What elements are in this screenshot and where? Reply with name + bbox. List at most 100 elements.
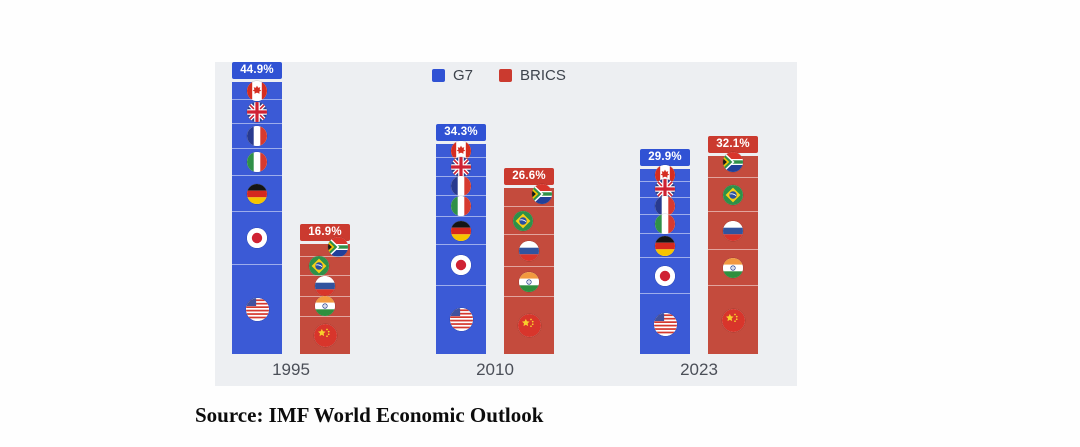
- flag-japan-icon: [655, 265, 675, 286]
- flag-india-icon: [519, 271, 539, 292]
- x-axis-label-2010: 2010: [476, 360, 514, 379]
- g7-legend-swatch-icon: [432, 69, 445, 82]
- flag-russia-icon: [519, 240, 539, 261]
- brics-segment-brazil: [708, 177, 758, 211]
- brics-bar-wrap: 32.1%: [708, 136, 758, 354]
- x-axis-label-2023: 2023: [680, 360, 718, 379]
- flag-uk-icon: [451, 156, 471, 177]
- flag-china-icon: [517, 314, 541, 338]
- flag-india-icon: [315, 296, 335, 317]
- brics-segment-russia: [708, 211, 758, 249]
- flag-russia-icon: [315, 275, 335, 296]
- flag-uk-icon: [247, 101, 267, 122]
- brics-bar-1995: [300, 236, 350, 354]
- legend-item-brics: BRICS: [499, 67, 566, 84]
- bar-group-1995: 44.9% 16.9% 1995: [232, 62, 350, 386]
- flag-china-icon: [721, 308, 745, 332]
- g7-segment-usa: [640, 293, 690, 354]
- brics-bar-2023: [708, 151, 758, 354]
- flag-canada-icon: [247, 80, 267, 101]
- plot-area: 44.9% 16.9% 1995 34.3% 26.6% 2010 29.9% 32.1% 20…: [215, 62, 797, 386]
- flag-russia-icon: [723, 220, 743, 241]
- chart-panel: G7 BRICS 44.9% 16.9% 1995 34.3% 26.6% 2010 29.…: [215, 62, 797, 386]
- brics-segment-south-africa: [504, 183, 554, 206]
- legend-label-g7: G7: [453, 67, 474, 84]
- brics-bar-2010: [504, 183, 554, 354]
- bar-group-2010: 34.3% 26.6% 2010: [436, 124, 554, 386]
- legend-item-g7: G7: [432, 67, 473, 84]
- flag-canada-icon: [451, 140, 471, 161]
- brics-segment-russia: [300, 274, 350, 296]
- flag-brazil-icon: [723, 184, 743, 205]
- g7-bar-2023: [640, 164, 690, 354]
- g7-segment-japan: [436, 243, 486, 285]
- g7-bar-wrap: 44.9%: [232, 62, 282, 354]
- g7-segment-uk: [640, 179, 690, 200]
- g7-value-label: 34.3%: [436, 124, 486, 141]
- brics-segment-india: [708, 249, 758, 285]
- g7-value-label: 29.9%: [640, 149, 690, 166]
- g7-segment-germany: [232, 175, 282, 211]
- brics-segment-china: [708, 285, 758, 354]
- chart-legend: G7 BRICS: [432, 67, 566, 84]
- flag-france-icon: [655, 195, 675, 216]
- brics-bar-wrap: 16.9%: [300, 224, 350, 354]
- g7-segment-canada: [232, 80, 282, 101]
- flag-usa-icon: [449, 308, 473, 332]
- g7-segment-france: [232, 122, 282, 148]
- g7-segment-uk: [232, 99, 282, 123]
- flag-usa-icon: [245, 297, 269, 321]
- brics-value-label: 32.1%: [708, 136, 758, 153]
- flag-south-africa-icon: [532, 183, 552, 204]
- x-axis-label-1995: 1995: [272, 360, 310, 379]
- g7-bar-2010: [436, 140, 486, 354]
- g7-value-label: 44.9%: [232, 62, 282, 79]
- flag-germany-icon: [247, 183, 267, 204]
- g7-segment-germany: [640, 232, 690, 257]
- brics-segment-china: [504, 296, 554, 354]
- flag-uk-icon: [655, 179, 675, 200]
- bar-group-2023: 29.9% 32.1% 2023: [640, 136, 758, 386]
- source-note: Source: IMF World Economic Outlook: [195, 403, 544, 427]
- flag-brazil-icon: [309, 255, 329, 276]
- g7-segment-italy: [640, 213, 690, 234]
- flag-south-africa-icon: [328, 236, 348, 257]
- flag-japan-icon: [451, 254, 471, 275]
- g7-segment-japan: [232, 211, 282, 264]
- brics-segment-india: [300, 295, 350, 317]
- flag-italy-icon: [655, 213, 675, 234]
- brics-segment-brazil: [300, 255, 350, 276]
- legend-label-brics: BRICS: [520, 67, 566, 84]
- g7-segment-usa: [436, 284, 486, 354]
- g7-segment-italy: [232, 147, 282, 176]
- brics-segment-south-africa: [708, 151, 758, 177]
- brics-segment-south-africa: [300, 236, 350, 257]
- flag-japan-icon: [247, 227, 267, 248]
- flag-india-icon: [723, 257, 743, 278]
- g7-segment-usa: [232, 263, 282, 354]
- flag-germany-icon: [655, 235, 675, 256]
- brics-segment-china: [300, 315, 350, 354]
- flag-germany-icon: [451, 220, 471, 241]
- brics-segment-india: [504, 266, 554, 296]
- flag-italy-icon: [451, 196, 471, 217]
- g7-bar-1995: [232, 80, 282, 354]
- flag-usa-icon: [653, 312, 677, 336]
- brics-legend-swatch-icon: [499, 69, 513, 82]
- flag-france-icon: [451, 175, 471, 196]
- flag-china-icon: [313, 323, 337, 347]
- brics-segment-russia: [504, 234, 554, 266]
- g7-segment-canada: [436, 140, 486, 161]
- g7-segment-uk: [436, 156, 486, 177]
- flag-france-icon: [247, 125, 267, 146]
- g7-segment-germany: [436, 216, 486, 244]
- g7-segment-italy: [436, 194, 486, 217]
- brics-value-label: 26.6%: [504, 168, 554, 185]
- flag-brazil-icon: [513, 210, 533, 231]
- g7-bar-wrap: 29.9%: [640, 149, 690, 354]
- brics-value-label: 16.9%: [300, 224, 350, 241]
- g7-bar-wrap: 34.3%: [436, 124, 486, 354]
- flag-italy-icon: [247, 152, 267, 173]
- g7-segment-japan: [640, 257, 690, 293]
